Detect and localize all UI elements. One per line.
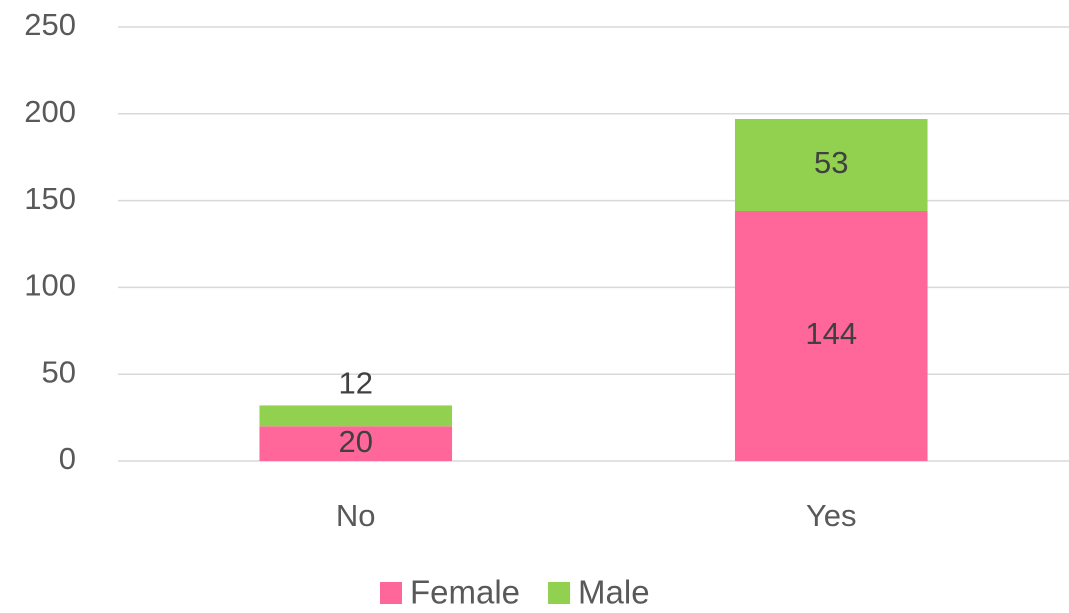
y-tick-label: 250	[24, 7, 76, 42]
data-label: 53	[814, 145, 848, 180]
x-tick-label: Yes	[806, 498, 857, 533]
legend-swatch	[380, 582, 402, 604]
bar-segment	[259, 426, 453, 461]
bar-segment	[734, 211, 928, 461]
y-tick-label: 50	[42, 354, 76, 389]
data-label: 144	[805, 316, 857, 351]
y-tick-label: 100	[24, 268, 76, 303]
legend-swatch	[548, 582, 571, 604]
bar-segment	[259, 405, 453, 427]
legend-label: Male	[578, 574, 650, 611]
data-label: 20	[339, 424, 373, 459]
y-tick-label: 150	[24, 181, 76, 216]
legend-label: Female	[410, 574, 520, 611]
bar-segment	[734, 119, 928, 212]
y-tick-label: 0	[59, 441, 76, 476]
x-tick-label: No	[336, 498, 376, 533]
data-label: 12	[339, 366, 373, 401]
y-tick-label: 200	[24, 94, 76, 129]
